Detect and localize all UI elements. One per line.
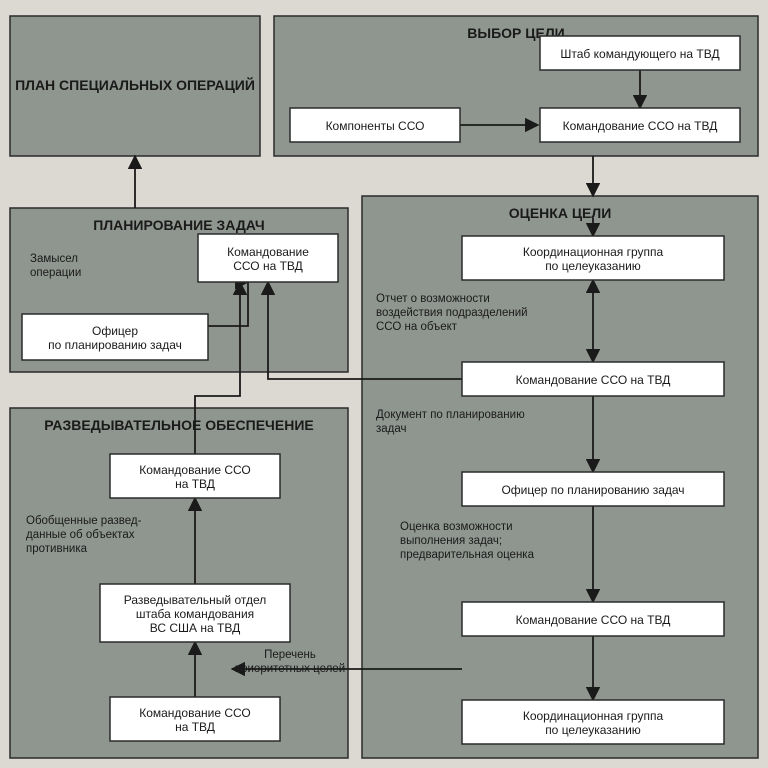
- node-intel_dept: Разведывательный отделштаба командования…: [100, 584, 290, 642]
- svg-text:Офицер: Офицер: [92, 324, 138, 338]
- node-hq: Штаб командующего на ТВД: [540, 36, 740, 70]
- svg-text:Обобщенные развед-: Обобщенные развед-: [26, 515, 142, 527]
- svg-text:Командование ССО на ТВД: Командование ССО на ТВД: [563, 119, 718, 133]
- svg-text:по целеуказанию: по целеуказанию: [545, 259, 641, 273]
- svg-text:данные об объектах: данные об объектах: [26, 529, 135, 541]
- svg-text:Замысел: Замысел: [30, 253, 78, 265]
- svg-text:операции: операции: [30, 267, 81, 279]
- svg-text:Координационная группа: Координационная группа: [523, 709, 664, 723]
- svg-text:задач: задач: [376, 423, 407, 435]
- node-coord1: Координационная группапо целеуказанию: [462, 236, 724, 280]
- svg-text:Разведывательный отдел: Разведывательный отдел: [124, 593, 267, 607]
- svg-text:Командование ССО на ТВД: Командование ССО на ТВД: [516, 373, 671, 387]
- svg-text:Командование ССО: Командование ССО: [139, 706, 251, 720]
- node-cmd_tasks: КомандованиеССО на ТВД: [198, 234, 338, 282]
- panel-title-assess: ОЦЕНКА ЦЕЛИ: [509, 205, 612, 221]
- node-officer_a: Офицер по планированию задач: [462, 472, 724, 506]
- svg-text:Командование ССО: Командование ССО: [139, 463, 251, 477]
- node-cmd_a2: Командование ССО на ТВД: [462, 602, 724, 636]
- node-coord2: Координационная группапо целеуказанию: [462, 700, 724, 744]
- svg-text:противника: противника: [26, 543, 88, 555]
- svg-text:Перечень: Перечень: [264, 649, 316, 661]
- svg-text:Координационная группа: Координационная группа: [523, 245, 664, 259]
- svg-text:Оценка возможности: Оценка возможности: [400, 521, 513, 533]
- node-cmd_a1: Командование ССО на ТВД: [462, 362, 724, 396]
- svg-text:Командование: Командование: [227, 245, 309, 259]
- panel-plan: ПЛАН СПЕЦИАЛЬНЫХ ОПЕРАЦИЙ: [10, 16, 260, 156]
- svg-text:предварительная оценка: предварительная оценка: [400, 549, 535, 561]
- svg-text:на ТВД: на ТВД: [175, 477, 215, 491]
- svg-text:по целеуказанию: по целеуказанию: [545, 723, 641, 737]
- svg-text:ПЛАН СПЕЦИАЛЬНЫХ ОПЕРАЦИЙ: ПЛАН СПЕЦИАЛЬНЫХ ОПЕРАЦИЙ: [15, 76, 255, 93]
- svg-text:выполнения задач;: выполнения задач;: [400, 535, 502, 547]
- svg-text:Офицер по планированию задач: Офицер по планированию задач: [501, 483, 684, 497]
- svg-text:на ТВД: на ТВД: [175, 720, 215, 734]
- node-cmd_select: Командование ССО на ТВД: [540, 108, 740, 142]
- svg-text:ССО на ТВД: ССО на ТВД: [233, 259, 303, 273]
- svg-text:Компоненты ССО: Компоненты ССО: [326, 119, 425, 133]
- panel-title-tasks: ПЛАНИРОВАНИЕ ЗАДАЧ: [93, 217, 264, 233]
- svg-text:ССО на объект: ССО на объект: [376, 321, 458, 333]
- svg-text:приоритетных целей: приоритетных целей: [235, 663, 345, 675]
- node-components: Компоненты ССО: [290, 108, 460, 142]
- svg-text:Командование ССО на ТВД: Командование ССО на ТВД: [516, 613, 671, 627]
- node-officer: Офицерпо планированию задач: [22, 314, 208, 360]
- svg-text:Отчет о возможности: Отчет о возможности: [376, 293, 490, 305]
- svg-text:Штаб командующего на ТВД: Штаб командующего на ТВД: [560, 47, 719, 61]
- svg-text:ВС США на ТВД: ВС США на ТВД: [150, 621, 240, 635]
- svg-text:по планированию задач: по планированию задач: [48, 338, 182, 352]
- svg-text:штаба командования: штаба командования: [136, 607, 254, 621]
- svg-text:воздействия подразделений: воздействия подразделений: [376, 307, 528, 319]
- panel-title-intel: РАЗВЕДЫВАТЕЛЬНОЕ ОБЕСПЕЧЕНИЕ: [44, 417, 313, 433]
- node-cmd_i1: Командование ССОна ТВД: [110, 454, 280, 498]
- svg-text:Документ по планированию: Документ по планированию: [376, 409, 525, 421]
- node-cmd_i2: Командование ССОна ТВД: [110, 697, 280, 741]
